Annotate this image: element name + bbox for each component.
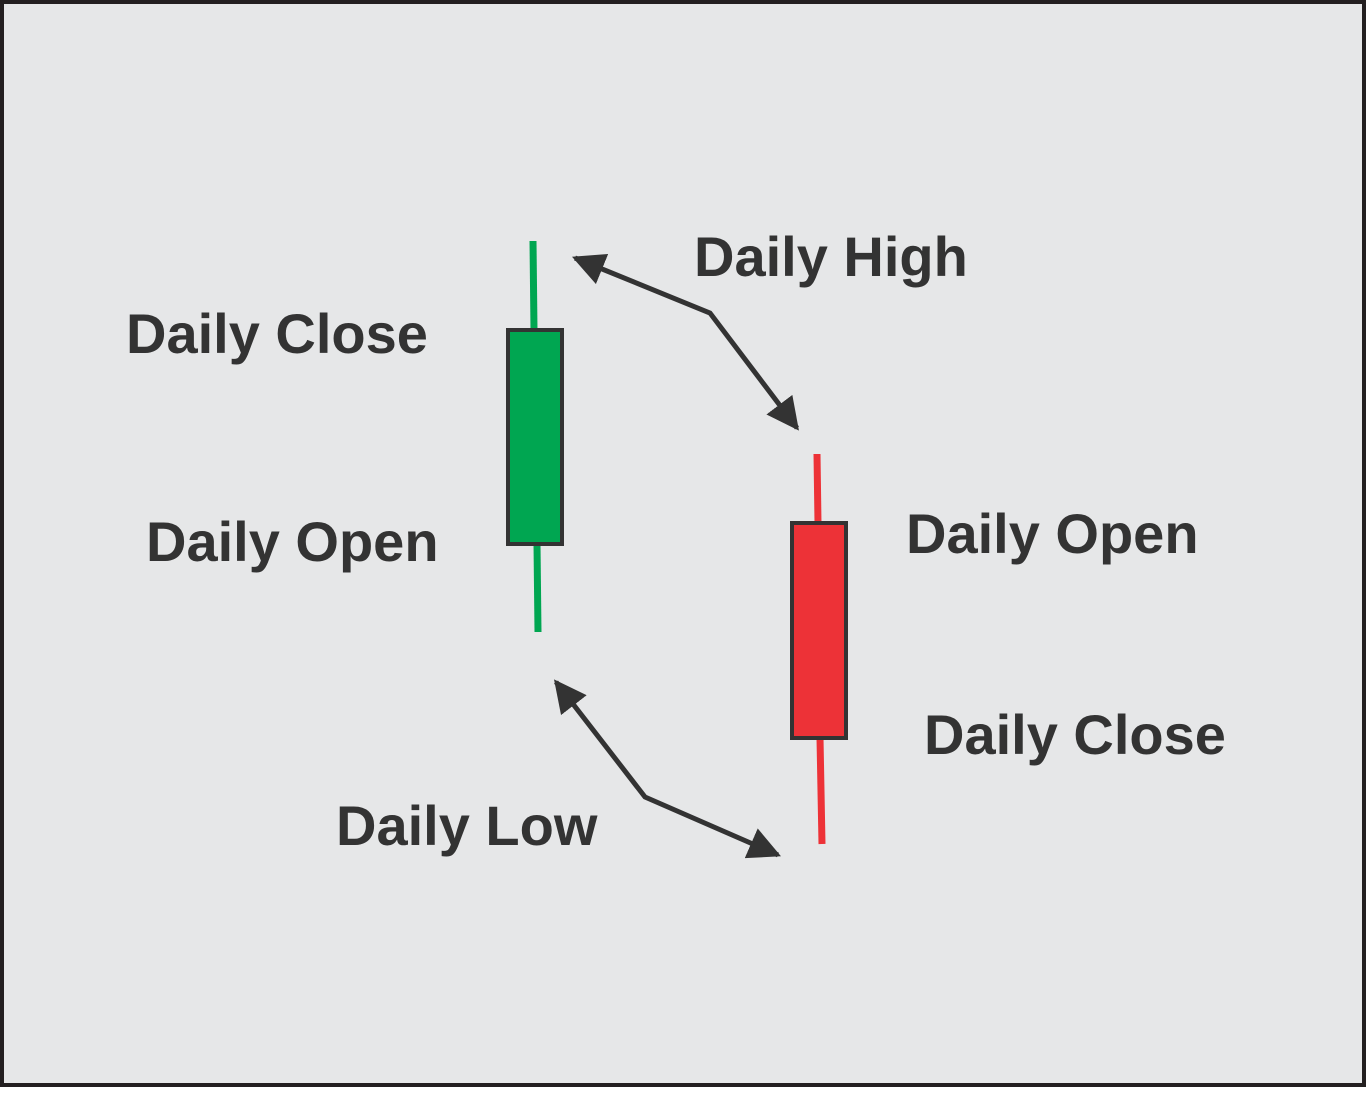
bullish-candle xyxy=(506,240,564,633)
bullish-body xyxy=(506,328,564,546)
bullish-upper-wick xyxy=(529,240,538,331)
high-arrow xyxy=(571,253,799,431)
bearish-body xyxy=(790,521,848,740)
label-daily-low: Daily Low xyxy=(336,794,598,857)
label-bearish-close: Daily Close xyxy=(924,703,1226,766)
label-daily-high: Daily High xyxy=(694,225,968,288)
bearish-upper-wick xyxy=(813,453,822,524)
low-arrow xyxy=(554,679,781,859)
label-bullish-close: Daily Close xyxy=(126,302,428,365)
bullish-lower-wick xyxy=(533,543,542,633)
label-bullish-open: Daily Open xyxy=(146,510,439,573)
bearish-candle xyxy=(790,453,848,845)
bearish-lower-wick xyxy=(816,737,826,845)
label-bearish-open: Daily Open xyxy=(906,502,1199,565)
